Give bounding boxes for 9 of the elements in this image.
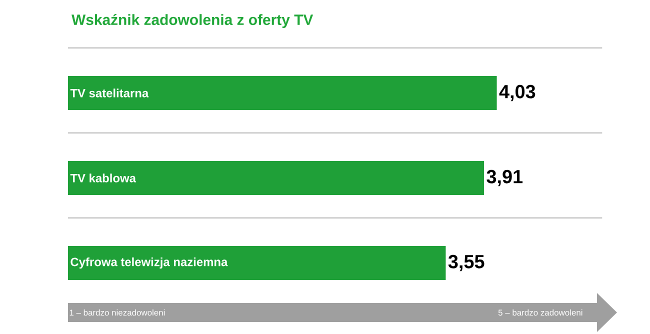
y-tick-label: TV kablowa	[70, 174, 136, 182]
chart-title: Wskaźnik zadowolenia z oferty TV	[72, 14, 314, 28]
text: 1 – bardzo niezadowoleni	[70, 309, 165, 316]
text: 5 – bardzo zadowoleni	[498, 309, 582, 316]
y-tick-label: TV satelitarna	[70, 88, 149, 98]
data-label: 4,03	[499, 84, 536, 102]
data-label: 3,91	[486, 170, 523, 186]
data-label: 3,55	[448, 254, 484, 272]
y-tick-label: Cyfrowa telewizja naziemna	[70, 257, 228, 269]
